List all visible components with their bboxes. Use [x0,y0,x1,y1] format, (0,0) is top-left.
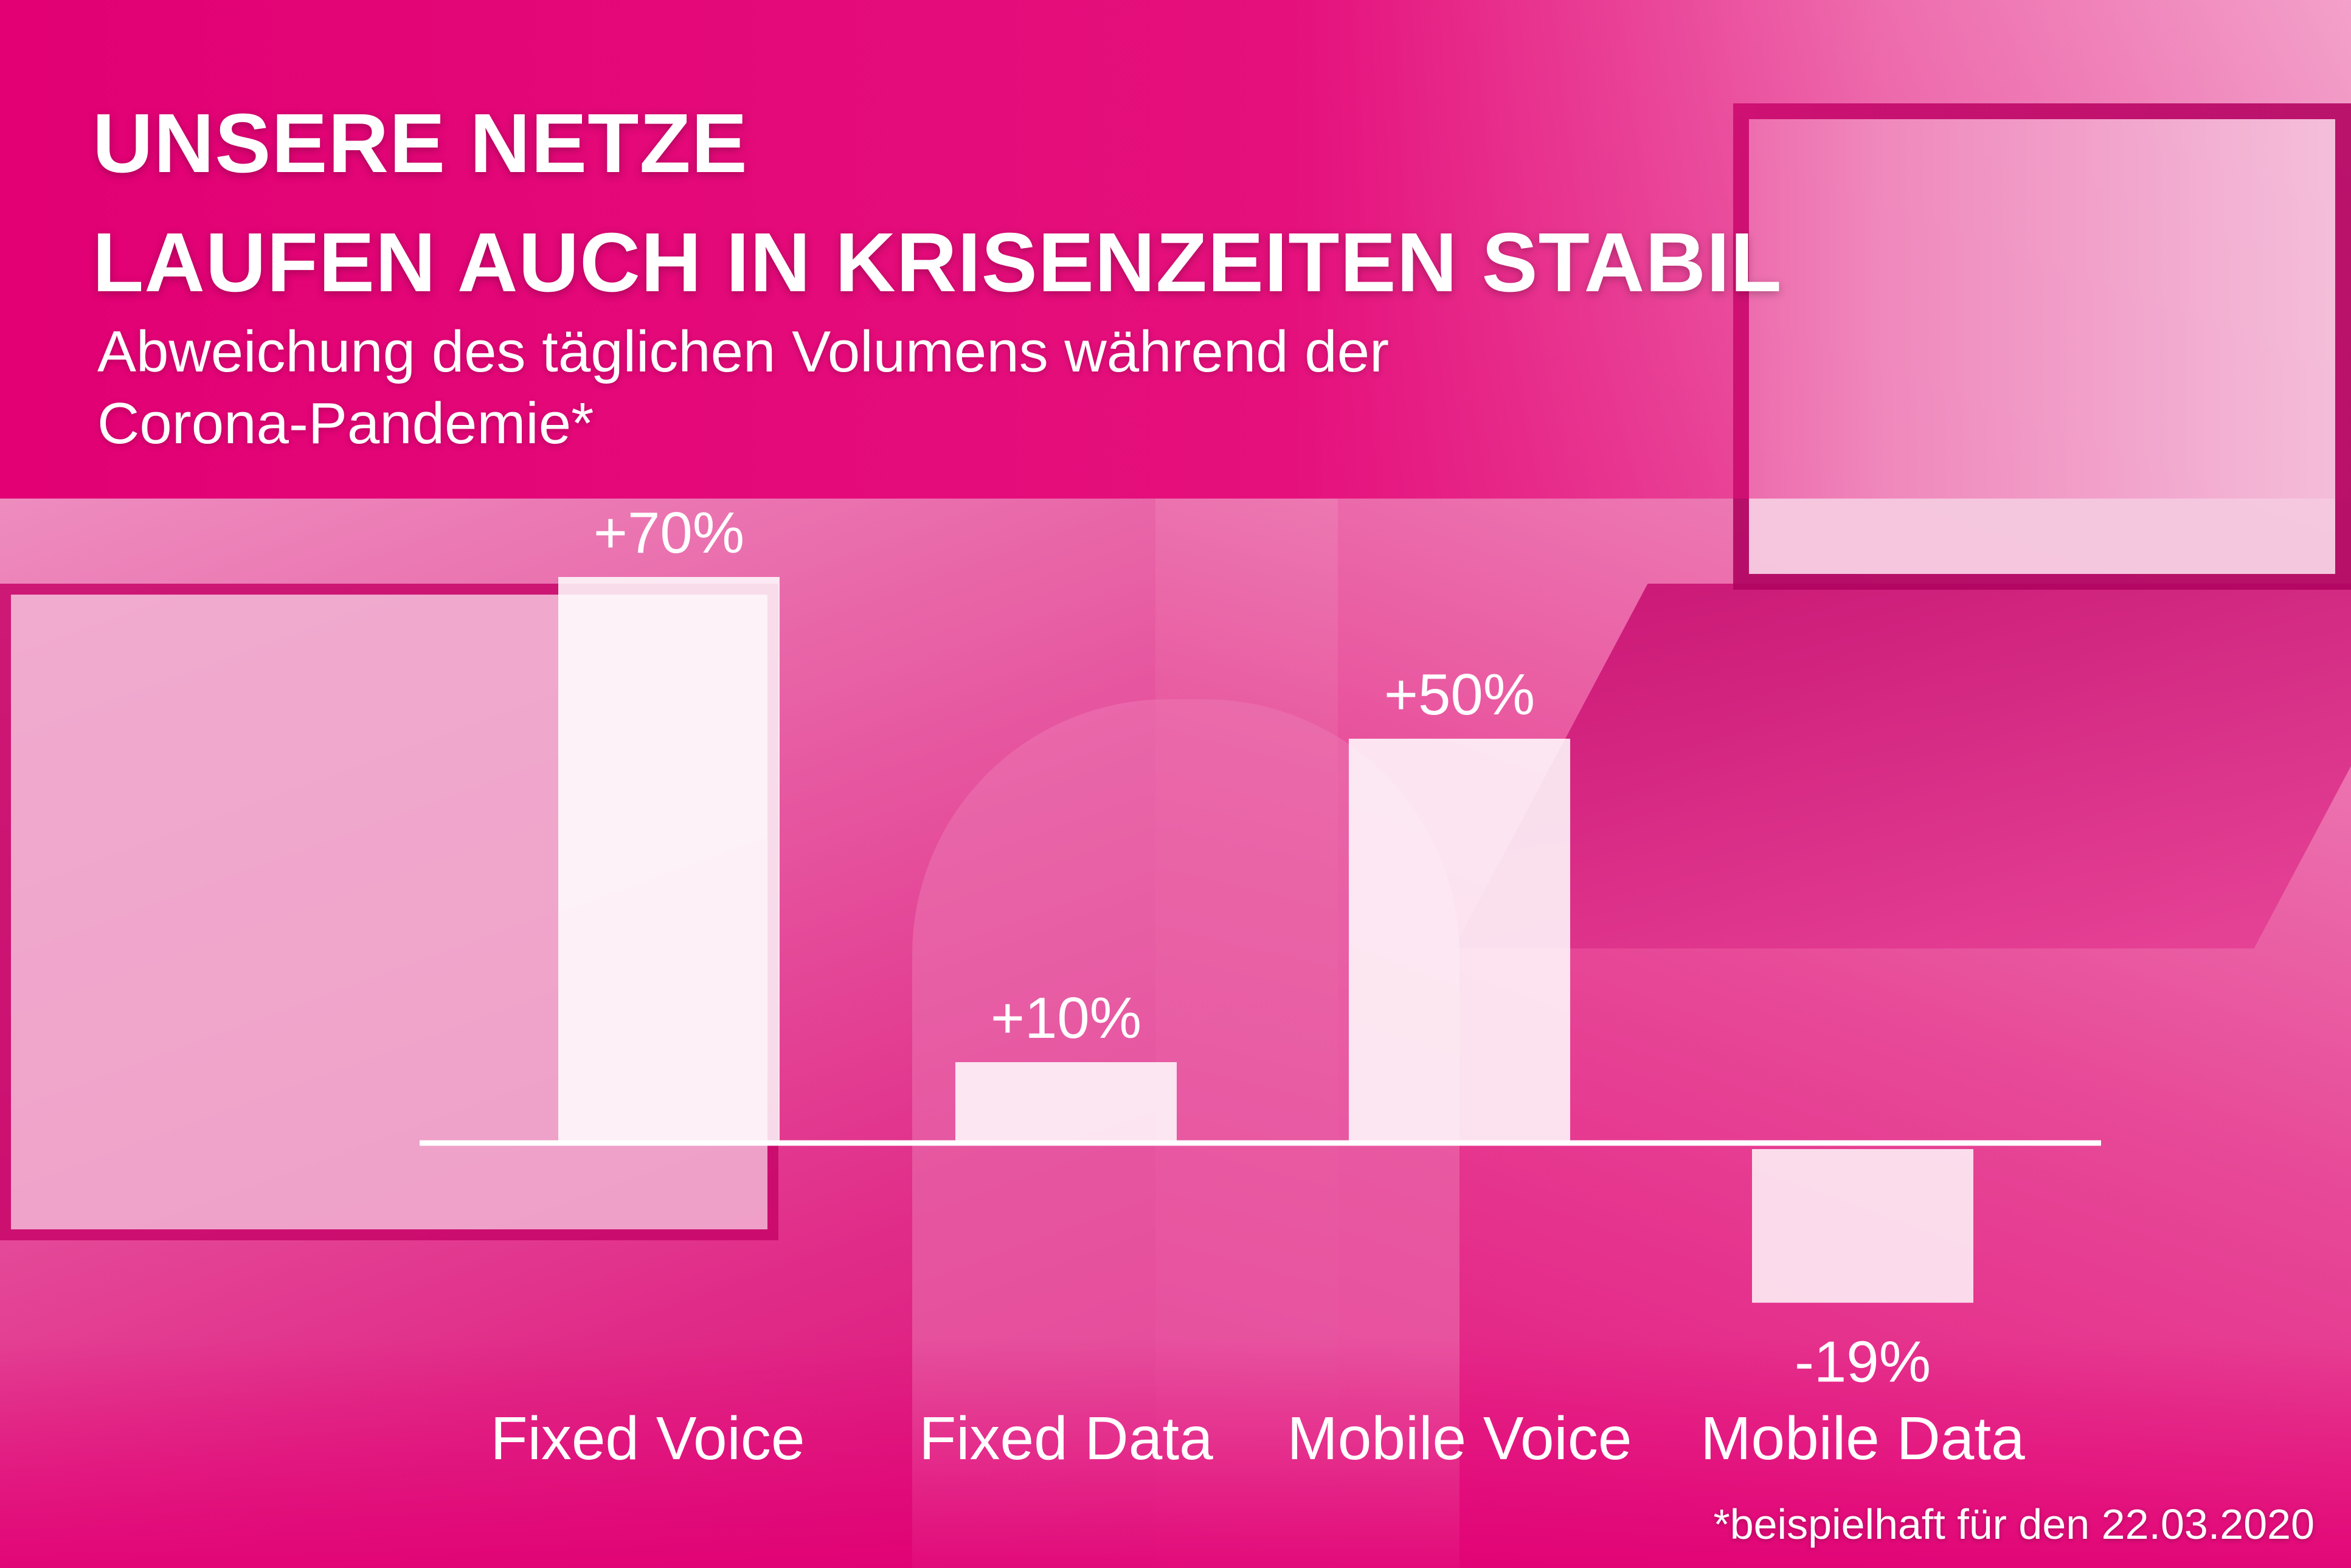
subtitle-line-2: Corona-Pandemie* [97,391,594,456]
category-label-fixed-data: Fixed Data [919,1404,1213,1473]
headline: UNSERE NETZE LAUFEN AUCH IN KRISENZEITEN… [92,84,1782,322]
value-label-fixed-voice: +70% [594,500,744,565]
bar-fixed-data [955,1062,1177,1143]
footnote: *beispielhaft für den 22.03.2020 [1713,1501,2315,1548]
category-label-mobile-voice: Mobile Voice [1287,1404,1632,1473]
subtitle-line-1: Abweichung des täglichen Volumens währen… [97,319,1390,384]
background-top-band [0,0,2351,499]
bar-mobile-voice [1349,739,1570,1143]
headline-line-2: LAUFEN AUCH IN KRISENZEITEN STABIL [92,216,1782,309]
chart-subtitle: Abweichung des täglichen Volumens währen… [97,316,1618,460]
headline-line-1: UNSERE NETZE [92,97,748,190]
value-label-mobile-data: -19% [1795,1330,1931,1395]
value-label-fixed-data: +10% [991,986,1141,1051]
category-label-fixed-voice: Fixed Voice [491,1404,805,1473]
bar-fixed-voice [558,577,780,1143]
category-label-mobile-data: Mobile Data [1700,1404,2025,1473]
value-label-mobile-voice: +50% [1384,662,1535,727]
background-bottom-shade [0,1338,2351,1568]
bar-mobile-data [1752,1149,1973,1303]
